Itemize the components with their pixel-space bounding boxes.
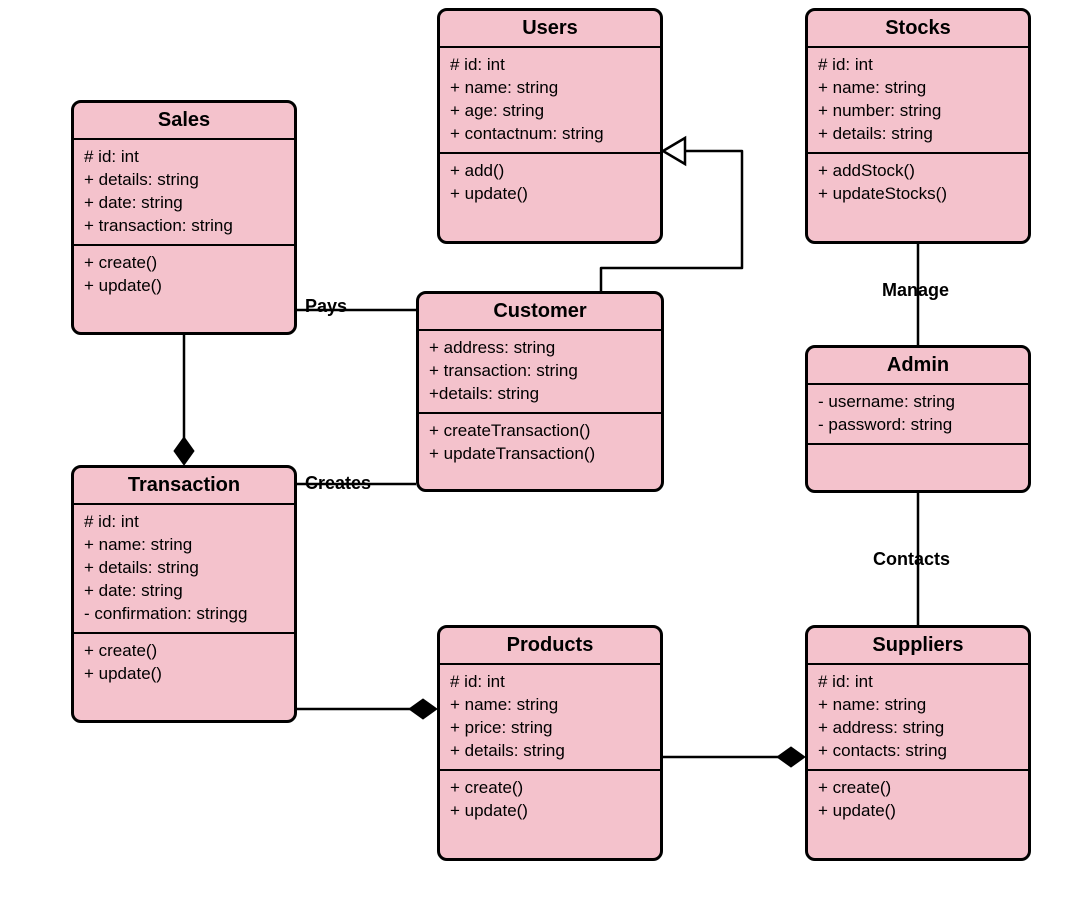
class-transaction: Transaction# id: int+ name: string+ deta… [71, 465, 297, 723]
method-line: + update() [450, 800, 650, 823]
attribute-line: + name: string [818, 694, 1018, 717]
attribute-line: + address: string [818, 717, 1018, 740]
attribute-line: + details: string [450, 740, 650, 763]
method-line: + create() [84, 640, 284, 663]
attribute-line: - password: string [818, 414, 1018, 437]
composition-diamond-icon [409, 699, 437, 719]
method-line: + add() [450, 160, 650, 183]
class-title: Admin [808, 348, 1028, 385]
class-customer: Customer+ address: string+ transaction: … [416, 291, 664, 492]
attribute-line: + date: string [84, 580, 284, 603]
methods-section: + createTransaction()+ updateTransaction… [419, 414, 661, 472]
class-title: Users [440, 11, 660, 48]
method-line: + createTransaction() [429, 420, 651, 443]
attribute-line: - username: string [818, 391, 1018, 414]
attribute-line: + name: string [818, 77, 1018, 100]
method-line: + create() [818, 777, 1018, 800]
attributes-section: # id: int+ name: string+ address: string… [808, 665, 1028, 771]
methods-section: + create()+ update() [808, 771, 1028, 829]
edge-label-manage: Manage [882, 280, 949, 301]
methods-section: + add()+ update() [440, 154, 660, 212]
attribute-line: + contactnum: string [450, 123, 650, 146]
class-admin: Admin- username: string- password: strin… [805, 345, 1031, 493]
method-line: + update() [84, 663, 284, 686]
attribute-line: # id: int [84, 146, 284, 169]
attribute-line: + name: string [450, 694, 650, 717]
attributes-section: # id: int+ name: string+ number: string+… [808, 48, 1028, 154]
class-stocks: Stocks# id: int+ name: string+ number: s… [805, 8, 1031, 244]
attribute-line: + transaction: string [84, 215, 284, 238]
attribute-line: + date: string [84, 192, 284, 215]
attributes-section: - username: string- password: string [808, 385, 1028, 445]
method-line: + updateStocks() [818, 183, 1018, 206]
class-title: Sales [74, 103, 294, 140]
attribute-line: - confirmation: stringg [84, 603, 284, 626]
edge-label-pays: Pays [305, 296, 347, 317]
attributes-section: # id: int+ name: string+ details: string… [74, 505, 294, 634]
attribute-line: + price: string [450, 717, 650, 740]
class-users: Users# id: int+ name: string+ age: strin… [437, 8, 663, 244]
attribute-line: + details: string [84, 557, 284, 580]
composition-diamond-icon [174, 437, 194, 465]
edge-label-creates: Creates [305, 473, 371, 494]
class-title: Suppliers [808, 628, 1028, 665]
class-title: Customer [419, 294, 661, 331]
method-line: + create() [84, 252, 284, 275]
attribute-line: # id: int [450, 671, 650, 694]
attribute-line: + address: string [429, 337, 651, 360]
attributes-section: # id: int+ details: string+ date: string… [74, 140, 294, 246]
attribute-line: + age: string [450, 100, 650, 123]
class-title: Transaction [74, 468, 294, 505]
method-line: + update() [84, 275, 284, 298]
edge-label-contacts: Contacts [873, 549, 950, 570]
composition-diamond-icon [777, 747, 805, 767]
attribute-line: # id: int [818, 671, 1018, 694]
methods-section: + create()+ update() [74, 634, 294, 692]
methods-section [808, 445, 1028, 475]
attribute-line: + contacts: string [818, 740, 1018, 763]
methods-section: + addStock()+ updateStocks() [808, 154, 1028, 212]
methods-section: + create()+ update() [440, 771, 660, 829]
method-line: + update() [818, 800, 1018, 823]
uml-class-diagram: Sales# id: int+ details: string+ date: s… [0, 0, 1092, 900]
attribute-line: + name: string [450, 77, 650, 100]
class-title: Products [440, 628, 660, 665]
method-line: + updateTransaction() [429, 443, 651, 466]
attribute-line: + transaction: string [429, 360, 651, 383]
attributes-section: # id: int+ name: string+ age: string+ co… [440, 48, 660, 154]
attribute-line: # id: int [818, 54, 1018, 77]
attributes-section: + address: string+ transaction: string+d… [419, 331, 661, 414]
attribute-line: + details: string [818, 123, 1018, 146]
inheritance-arrow-icon [663, 138, 685, 164]
method-line: + create() [450, 777, 650, 800]
method-line: + update() [450, 183, 650, 206]
attribute-line: + number: string [818, 100, 1018, 123]
attribute-line: +details: string [429, 383, 651, 406]
attribute-line: # id: int [84, 511, 284, 534]
methods-section: + create()+ update() [74, 246, 294, 304]
class-title: Stocks [808, 11, 1028, 48]
method-line: + addStock() [818, 160, 1018, 183]
attribute-line: # id: int [450, 54, 650, 77]
class-sales: Sales# id: int+ details: string+ date: s… [71, 100, 297, 335]
class-suppliers: Suppliers# id: int+ name: string+ addres… [805, 625, 1031, 861]
attributes-section: # id: int+ name: string+ price: string+ … [440, 665, 660, 771]
attribute-line: + name: string [84, 534, 284, 557]
class-products: Products# id: int+ name: string+ price: … [437, 625, 663, 861]
attribute-line: + details: string [84, 169, 284, 192]
